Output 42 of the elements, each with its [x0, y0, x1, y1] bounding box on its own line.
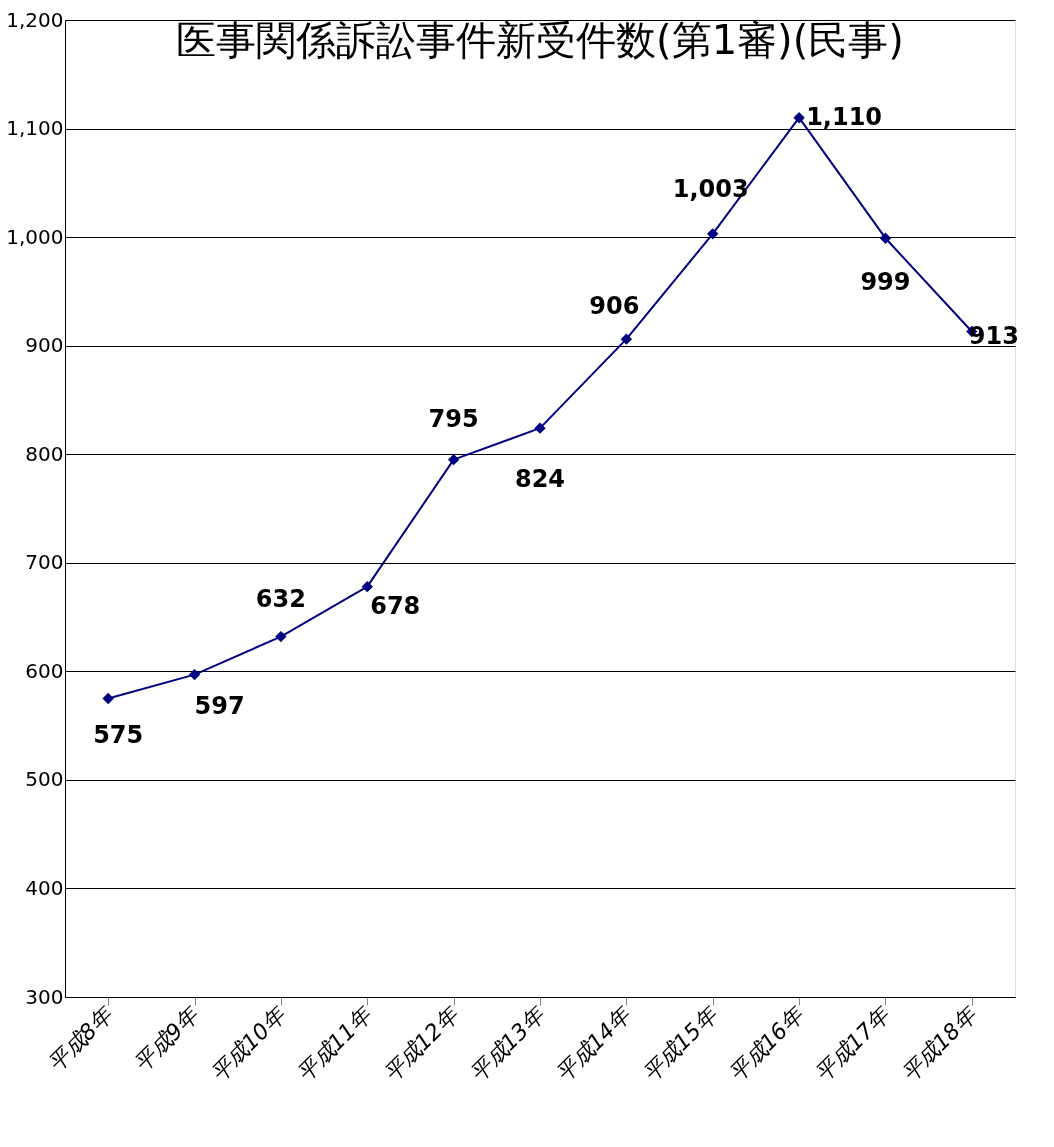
y-tick-label: 600 — [25, 658, 64, 683]
data-label: 906 — [589, 292, 640, 321]
point — [793, 112, 805, 124]
data-label: 597 — [194, 691, 245, 720]
point — [534, 422, 546, 434]
data-label: 795 — [428, 404, 479, 433]
x-tick-label: 平成12年 — [378, 1000, 465, 1087]
chart-title: 医事関係訴訟事件新受件数(第1審)(民事) — [176, 17, 904, 63]
point — [620, 333, 633, 345]
point — [879, 232, 892, 244]
y-tick-label: 1,200 — [6, 7, 64, 32]
point — [707, 228, 719, 240]
y-tick-label: 700 — [25, 550, 64, 575]
data-label: 1,110 — [806, 102, 883, 131]
y-tick-label: 1,000 — [6, 224, 64, 249]
x-tick-label: 平成18年 — [896, 1000, 983, 1087]
x-tick-label: 平成16年 — [723, 1000, 810, 1087]
data-label: 678 — [370, 591, 421, 620]
x-tick-label: 平成11年 — [292, 1000, 378, 1087]
x-tick-label: 平成15年 — [637, 1000, 724, 1087]
x-tick-label: 平成17年 — [810, 1000, 896, 1087]
x-tick-label: 平成10年 — [205, 1000, 292, 1087]
y-tick-label: 300 — [25, 984, 64, 1009]
x-tick-label: 平成9年 — [129, 1000, 205, 1077]
point — [275, 630, 287, 643]
y-tick-label: 800 — [25, 441, 64, 466]
data-label: 1,003 — [672, 174, 749, 203]
y-tick-label: 400 — [25, 875, 64, 900]
x-tick-label: 平成13年 — [464, 1000, 551, 1087]
data-label: 999 — [860, 268, 911, 297]
data-label: 824 — [514, 465, 566, 494]
y-tick-label: 1,100 — [6, 116, 64, 141]
data-label: 913 — [968, 321, 1019, 350]
y-tick-label: 500 — [25, 767, 64, 792]
data-label: 575 — [93, 721, 144, 750]
point — [447, 453, 460, 466]
y-tick-label: 900 — [25, 333, 64, 358]
point — [361, 580, 373, 593]
x-tick-label: 平成14年 — [551, 1000, 637, 1087]
data-label: 632 — [255, 584, 306, 613]
point — [188, 668, 201, 681]
point — [102, 692, 114, 705]
